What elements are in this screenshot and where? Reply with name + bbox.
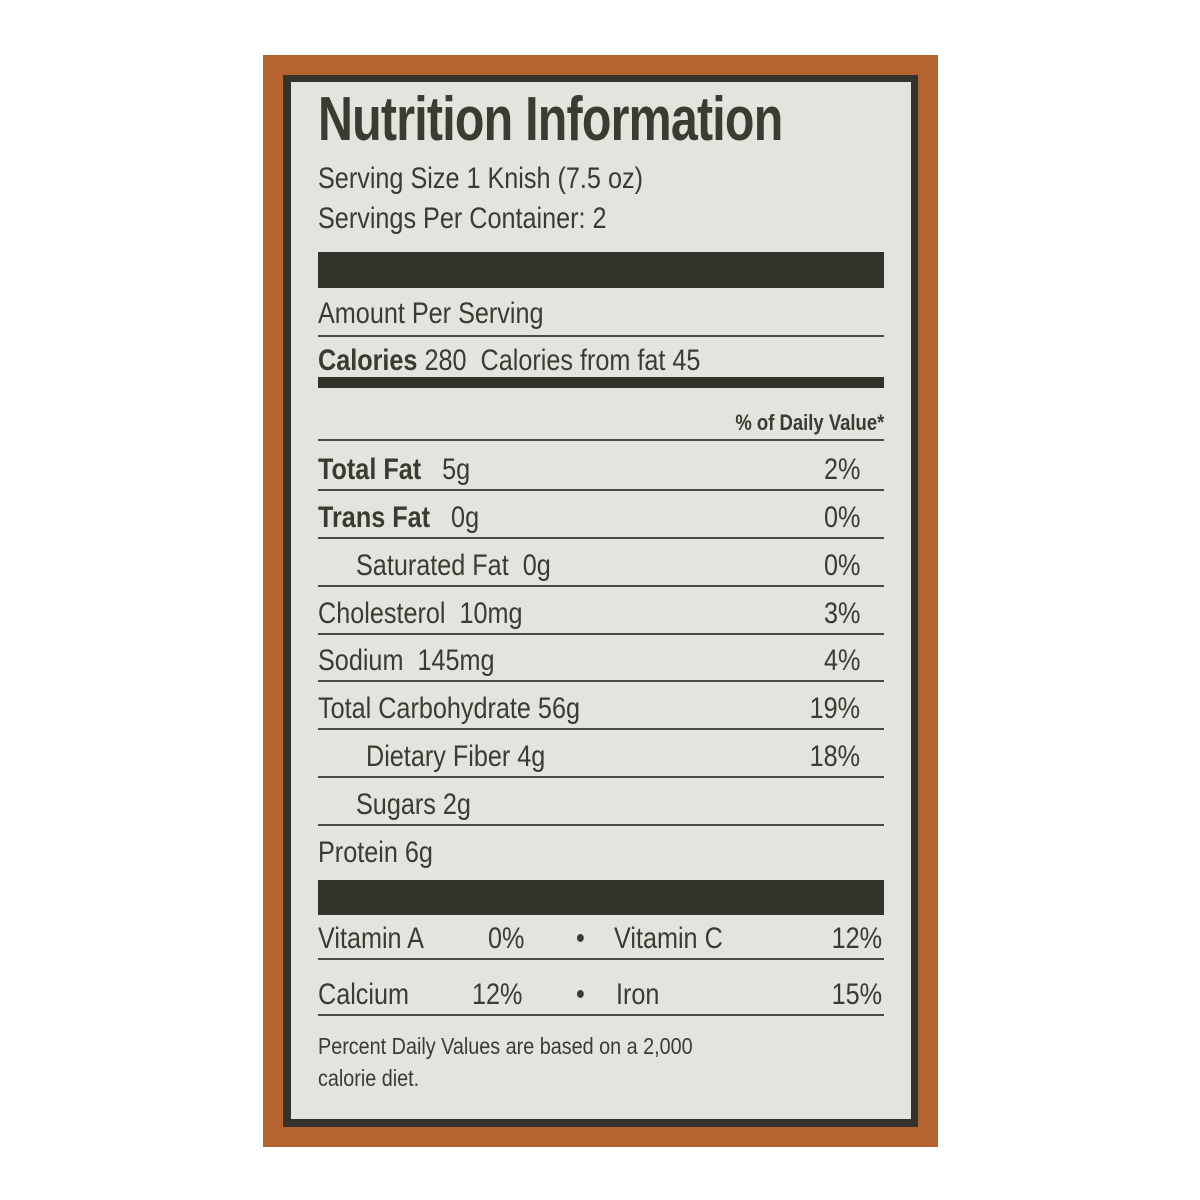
nutrient-row: Protein 6g: [318, 825, 884, 872]
nutrient-label: Protein: [318, 836, 398, 869]
nutrient-dv: 3%: [823, 597, 860, 630]
nutrient-label: Dietary Fiber: [366, 740, 511, 773]
daily-value-header: % of Daily Value*: [735, 410, 884, 435]
divider-thick: [318, 880, 884, 915]
vitamin-right-value: 15%: [831, 978, 882, 1011]
bullet: •: [576, 922, 585, 955]
calories-from-fat: Calories from fat 45: [480, 344, 701, 377]
calories-row: Calories 280 Calories from fat 45: [318, 344, 700, 378]
nutrient-dv: 18%: [809, 740, 860, 773]
nutrient-amount: 56g: [537, 692, 580, 725]
divider-thick: [318, 252, 884, 288]
nutrient-amount: 145mg: [417, 644, 495, 677]
vitamin-left-value: 12%: [472, 978, 523, 1011]
nutrient-amount: 4g: [517, 740, 546, 773]
amount-per-serving: Amount Per Serving: [318, 297, 544, 330]
nutrient-label: Sodium: [318, 644, 404, 677]
divider-medium: [318, 377, 884, 388]
vitamin-row: Vitamin A 0% • Vitamin C 12%: [318, 912, 884, 960]
nutrient-row: Dietary Fiber 4g 18%: [318, 729, 884, 778]
nutrient-label: Saturated Fat: [356, 549, 509, 582]
nutrient-amount: 0g: [451, 501, 480, 534]
nutrient-row: Cholesterol 10mg 3%: [318, 586, 884, 635]
calories-label: Calories: [318, 344, 418, 377]
bullet: •: [576, 978, 585, 1011]
nutrient-amount: 5g: [442, 453, 471, 486]
nutrient-dv: 19%: [809, 692, 860, 725]
vitamin-left-value: 0%: [488, 922, 525, 955]
nutrient-dv: 4%: [823, 644, 860, 677]
nutrient-amount: 2g: [442, 788, 471, 821]
nutrient-row: Total Fat 5g 2%: [318, 442, 884, 491]
vitamin-left-label: Vitamin A: [318, 922, 424, 955]
calories-value: 280: [424, 344, 467, 377]
divider: [318, 335, 884, 337]
nutrient-amount: 10mg: [459, 597, 523, 630]
nutrient-label: Total Carbohydrate: [318, 692, 531, 725]
nutrient-dv: 0%: [823, 549, 860, 582]
nutrient-amount: 0g: [522, 549, 551, 582]
nutrient-dv: 0%: [823, 501, 860, 534]
footnote: Percent Daily Values are based on a 2,00…: [318, 1033, 693, 1059]
nutrient-row: Total Carbohydrate 56g 19%: [318, 681, 884, 730]
nutrient-label: Sugars: [356, 788, 436, 821]
serving-size: Serving Size 1 Knish (7.5 oz): [318, 162, 643, 195]
nutrient-row: Sodium 145mg 4%: [318, 633, 884, 682]
nutrient-row: Saturated Fat 0g 0%: [318, 538, 884, 587]
vitamin-right-label: Iron: [616, 978, 660, 1011]
nutrient-label: Cholesterol: [318, 597, 446, 630]
divider: [318, 439, 884, 441]
vitamin-row: Calcium 12% • Iron 15%: [318, 962, 884, 1016]
footnote-continued: calorie diet.: [318, 1065, 420, 1091]
nutrient-label: Total Fat: [318, 453, 422, 486]
nutrient-row: Trans Fat 0g 0%: [318, 490, 884, 539]
nutrient-dv: 2%: [823, 453, 860, 486]
nutrient-row: Sugars 2g: [318, 777, 884, 826]
vitamin-right-label: Vitamin C: [614, 922, 723, 955]
vitamin-left-label: Calcium: [318, 978, 410, 1011]
label-title: Nutrition Information: [318, 85, 783, 154]
nutrient-amount: 6g: [404, 836, 433, 869]
nutrient-label: Trans Fat: [318, 501, 431, 534]
servings-per-container: Servings Per Container: 2: [318, 202, 607, 235]
vitamin-right-value: 12%: [831, 922, 882, 955]
